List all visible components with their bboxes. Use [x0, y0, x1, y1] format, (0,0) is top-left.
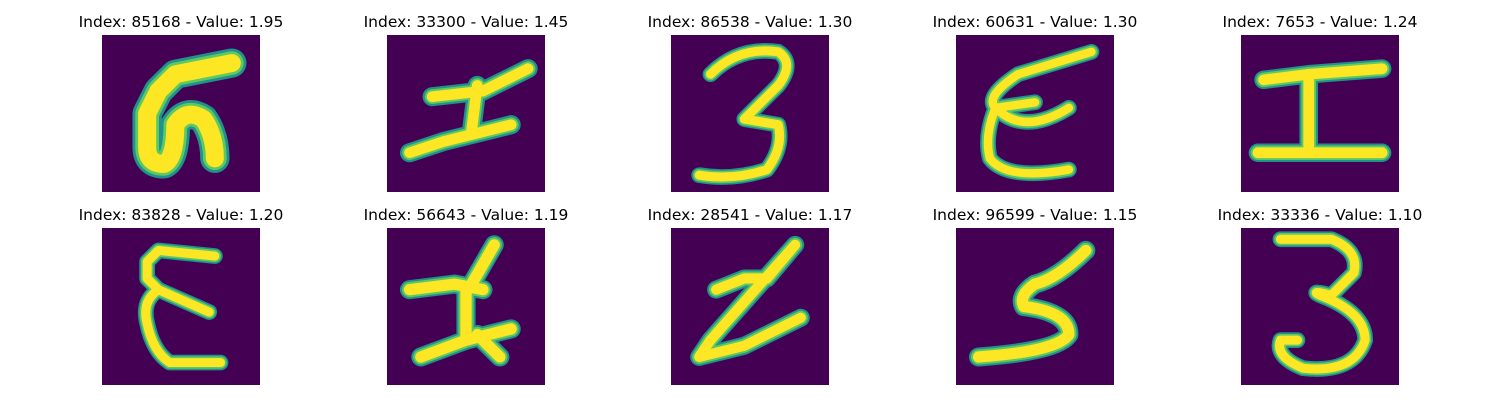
panel-title: Index: 56643 - Value: 1.19 — [363, 206, 569, 224]
digit-image — [387, 228, 545, 385]
image-panel-8: Index: 28541 - Value: 1.17 — [648, 205, 852, 400]
image-panel-1: Index: 85168 - Value: 1.95 — [79, 12, 283, 212]
panel-title: Index: 86538 - Value: 1.30 — [647, 13, 853, 31]
panel-title: Index: 7653 - Value: 1.24 — [1222, 13, 1418, 31]
stroke-core — [983, 47, 1096, 178]
digit-image — [671, 35, 829, 192]
digit-image — [671, 228, 829, 385]
digit-image — [956, 35, 1114, 192]
image-panel-2: Index: 33300 - Value: 1.45 — [364, 12, 568, 212]
image-panel-9: Index: 96599 - Value: 1.15 — [933, 205, 1137, 400]
stroke-core — [403, 239, 517, 363]
image-background — [1241, 228, 1399, 385]
image-background — [1241, 35, 1399, 192]
panel-title: Index: 85168 - Value: 1.95 — [78, 13, 284, 31]
panel-title: Index: 33300 - Value: 1.45 — [363, 13, 569, 31]
digit-image — [102, 35, 260, 192]
digit-image — [956, 228, 1114, 385]
stroke-core — [1252, 63, 1388, 159]
panel-title: Index: 33336 - Value: 1.10 — [1217, 206, 1423, 224]
digit-image — [1241, 228, 1399, 385]
panel-title: Index: 28541 - Value: 1.17 — [647, 206, 853, 224]
stroke-core — [141, 245, 226, 368]
stroke-core — [404, 63, 534, 159]
stroke-core — [694, 46, 792, 182]
panel-title: Index: 60631 - Value: 1.30 — [932, 13, 1138, 31]
image-panel-5: Index: 7653 - Value: 1.24 — [1223, 12, 1417, 212]
digit-image — [1241, 35, 1399, 192]
digit-image — [102, 228, 260, 385]
panel-title: Index: 83828 - Value: 1.20 — [78, 206, 284, 224]
stroke-core — [138, 54, 241, 173]
image-panel-6: Index: 83828 - Value: 1.20 — [79, 205, 283, 400]
digit-image — [387, 35, 545, 192]
stroke-core — [694, 239, 806, 363]
stroke-core — [1275, 234, 1370, 374]
panel-title: Index: 96599 - Value: 1.15 — [932, 206, 1138, 224]
image-panel-4: Index: 60631 - Value: 1.30 — [933, 12, 1137, 212]
image-panel-3: Index: 86538 - Value: 1.30 — [648, 12, 852, 212]
image-panel-10: Index: 33336 - Value: 1.10 — [1218, 205, 1422, 400]
stroke-core — [972, 244, 1092, 363]
image-panel-7: Index: 56643 - Value: 1.19 — [364, 205, 568, 400]
